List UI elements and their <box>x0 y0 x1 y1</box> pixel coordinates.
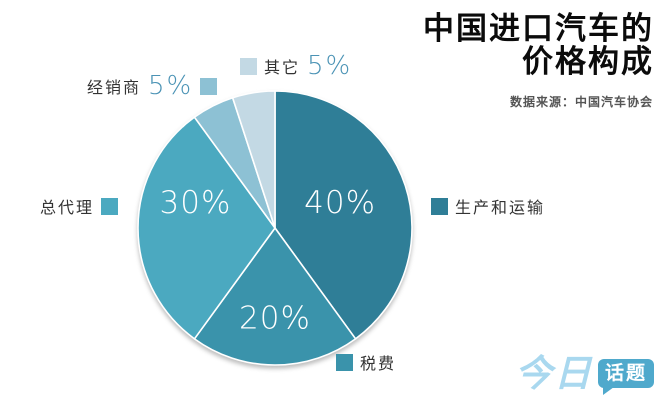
legend-item-dealer: 经销商 5% <box>87 71 218 101</box>
legend-item-agent: 总代理 <box>40 194 119 218</box>
page-title: 中国进口汽车的 价格构成 <box>423 11 654 79</box>
legend-swatch-production <box>431 197 448 215</box>
legend-item-production: 生产和运输 <box>431 194 545 218</box>
pie-slice-pct-label-0: 40% <box>304 185 376 221</box>
pie-slice-2 <box>137 116 276 340</box>
legend-pct-other: 5% <box>307 51 353 81</box>
legend-label-other: 其它 <box>264 60 301 77</box>
brand-logo: 今日 话题 <box>514 353 654 395</box>
legend-label-production: 生产和运输 <box>455 200 546 217</box>
legend-item-other: 其它 5% <box>240 53 352 79</box>
page-title-line2: 价格构成 <box>522 43 654 79</box>
legend-label-dealer: 经销商 <box>87 80 142 97</box>
legend-swatch-other <box>240 57 257 75</box>
data-source-caption: 数据来源：中国汽车协会 <box>509 95 653 109</box>
legend-label-agent: 总代理 <box>40 200 95 217</box>
legend-swatch-dealer <box>200 77 218 95</box>
legend-pct-dealer: 5% <box>148 71 194 101</box>
pie-slice-1 <box>193 227 357 366</box>
brand-logo-huati-bubble: 话题 <box>597 359 654 395</box>
legend-item-tax: 税费 <box>336 350 396 374</box>
page-title-line1: 中国进口汽车的 <box>423 11 654 46</box>
pie-slice-0 <box>274 90 413 340</box>
legend-swatch-agent <box>101 197 119 215</box>
pie-slice-pct-label-2: 30% <box>160 185 232 221</box>
pie-slice-4 <box>231 90 276 229</box>
legend-label-tax: 税费 <box>360 356 397 373</box>
brand-logo-jinri: 今日 <box>514 353 593 394</box>
pie-slice-pct-label-1: 20% <box>239 300 311 336</box>
pie-chart: 40% 20% 30% <box>137 90 413 366</box>
legend-swatch-tax <box>336 353 353 371</box>
